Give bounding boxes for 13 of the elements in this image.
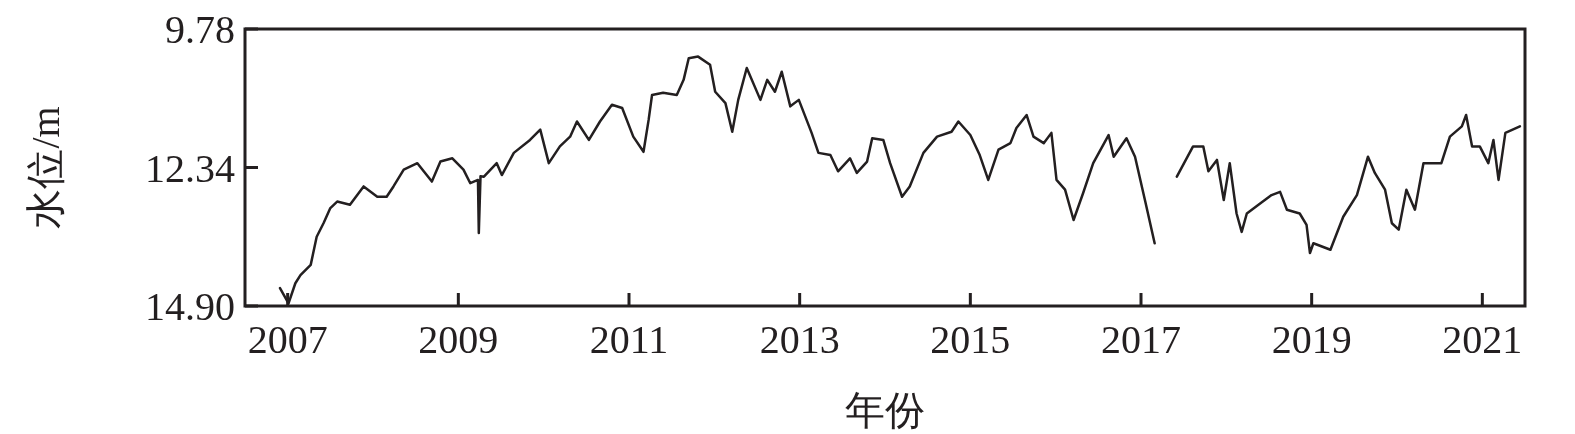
x-tick-label: 2011 bbox=[589, 317, 669, 362]
x-tick-label: 2021 bbox=[1442, 317, 1523, 362]
y-tick-label: 14.90 bbox=[145, 284, 235, 329]
x-tick-label: 2007 bbox=[247, 317, 328, 362]
x-axis-title: 年份 bbox=[845, 388, 925, 433]
x-tick-label: 2015 bbox=[930, 317, 1011, 362]
y-tick-label: 9.78 bbox=[165, 7, 235, 52]
x-tick-label: 2019 bbox=[1271, 317, 1352, 362]
y-axis-title: 水位/m bbox=[23, 106, 68, 229]
x-tick-label: 2009 bbox=[418, 317, 499, 362]
y-tick-label: 12.34 bbox=[145, 145, 235, 191]
x-tick-label: 2013 bbox=[759, 317, 840, 362]
x-tick-label: 2017 bbox=[1101, 317, 1181, 362]
